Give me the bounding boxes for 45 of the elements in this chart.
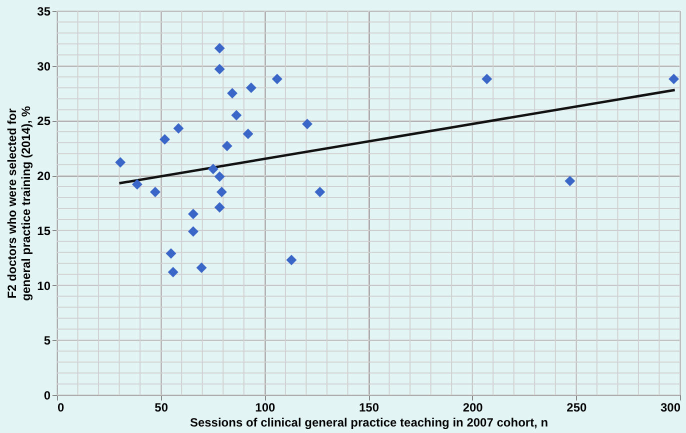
point — [196, 262, 207, 273]
point — [286, 254, 297, 266]
point — [208, 164, 218, 174]
point — [214, 64, 225, 74]
point — [150, 186, 160, 198]
point — [242, 128, 254, 140]
y-axis-title: F2 doctors who were selected for general practice training (2014), % — [5, 106, 34, 301]
point — [132, 179, 142, 190]
point — [668, 74, 680, 84]
point — [231, 110, 242, 120]
x-tick-label: 200 — [462, 400, 484, 414]
point — [188, 208, 198, 220]
point — [173, 123, 184, 134]
point — [214, 171, 225, 182]
x-tick-label: 150 — [358, 400, 380, 414]
x-tick-label: 100 — [255, 400, 276, 414]
y-tick-label: 5 — [44, 334, 51, 348]
y-tick-label: 10 — [37, 278, 51, 293]
x-axis-title: Sessions of clinical general practice teaching in 2007 cohort, n — [190, 416, 548, 430]
y-tick-label: 20 — [37, 169, 51, 184]
x-tick-label: 250 — [566, 400, 587, 414]
point — [482, 74, 492, 84]
x-tick-label: 50 — [154, 400, 168, 414]
y-tick-label: 35 — [37, 4, 51, 18]
y-tick-label: 30 — [37, 59, 51, 74]
point — [222, 140, 232, 152]
point — [188, 226, 198, 237]
point — [227, 88, 238, 99]
point — [272, 74, 282, 84]
y-tick-label: 0 — [44, 388, 51, 402]
point — [166, 248, 176, 259]
point — [168, 266, 178, 278]
point — [314, 186, 326, 198]
point — [302, 118, 312, 130]
point — [214, 202, 225, 213]
x-tick-label: 0 — [58, 400, 64, 414]
point — [214, 43, 225, 54]
point — [115, 157, 126, 168]
point — [216, 186, 227, 198]
y-tick-label: 25 — [37, 114, 51, 128]
x-tick-label: 300 — [660, 400, 681, 414]
point — [160, 134, 170, 145]
y-tick-label: 15 — [37, 224, 51, 238]
point — [246, 82, 256, 94]
point — [564, 176, 576, 186]
